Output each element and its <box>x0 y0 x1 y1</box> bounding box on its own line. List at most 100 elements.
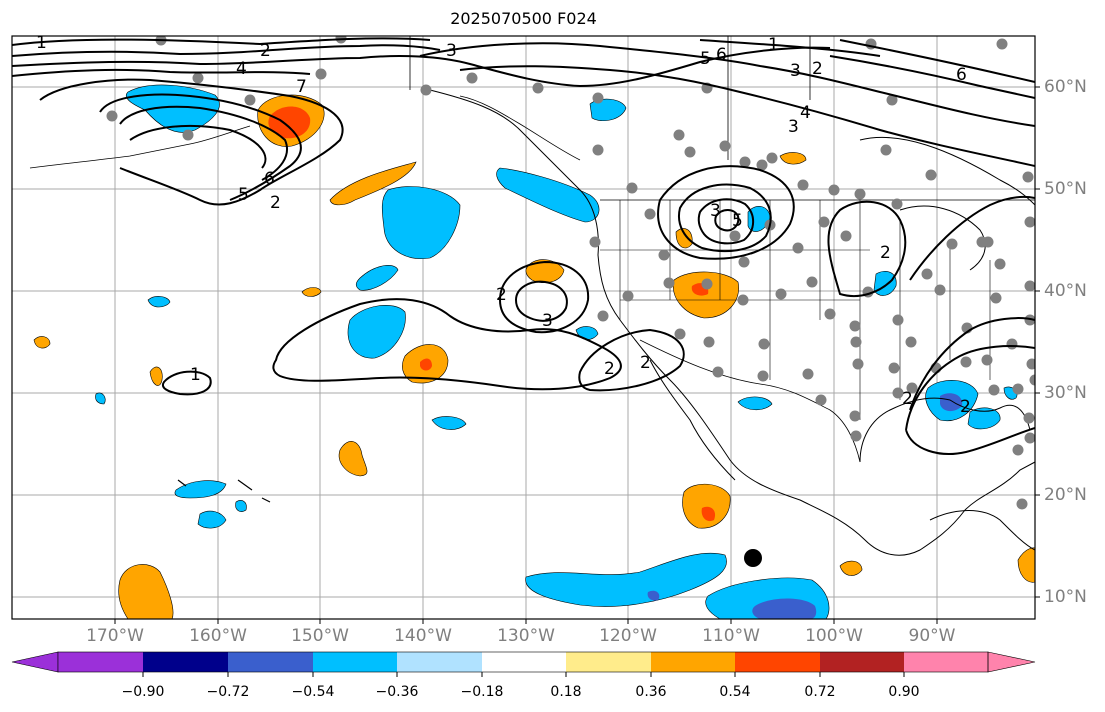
contour-label: 3 <box>790 61 801 81</box>
longitude-label: 160°W <box>189 626 247 646</box>
anomaly-positive-strong <box>420 358 432 371</box>
anomaly-negative <box>174 480 227 499</box>
colorbar-segment <box>397 652 482 672</box>
anomaly-negative <box>235 500 247 512</box>
anomaly-shading <box>33 84 1035 619</box>
longitude-label: 150°W <box>291 626 349 646</box>
contour-label: 2 <box>640 353 651 373</box>
colorbar-extend-low <box>11 651 59 673</box>
anomaly-positive-strong <box>268 106 311 139</box>
contour-label: 5 <box>700 49 711 69</box>
anomaly-negative <box>347 305 406 359</box>
colorbar-segment <box>143 652 228 672</box>
colorbar-segment <box>904 652 988 672</box>
anomaly-positive <box>839 560 863 576</box>
anomaly-negative <box>95 392 106 405</box>
colorbar-segment <box>313 652 397 672</box>
position-marker <box>744 549 762 567</box>
colorbar-tick-label: −0.18 <box>460 684 504 700</box>
contour-label: 2 <box>270 193 281 213</box>
contour-label: 2 <box>812 59 823 79</box>
contour-label: 5 <box>238 185 249 205</box>
longitude-label: 130°W <box>497 626 555 646</box>
anomaly-positive <box>149 366 163 386</box>
anomaly-negative <box>873 271 897 296</box>
colorbar-segment <box>228 652 313 672</box>
anomaly-negative <box>197 510 227 529</box>
colorbar-segment <box>566 652 651 672</box>
contour-label: 2 <box>604 359 615 379</box>
contour-label: 1 <box>190 365 201 385</box>
anomaly-positive <box>118 564 174 619</box>
longitude-label: 90°W <box>908 626 956 646</box>
contour-label: 6 <box>264 169 275 189</box>
anomaly-negative <box>525 552 727 607</box>
anomaly-negative-strong <box>647 590 660 601</box>
colorbar-tick-label: 0.18 <box>550 684 582 700</box>
station-markers <box>106 36 1035 510</box>
contour-label: 4 <box>236 59 247 79</box>
contour-label: 3 <box>710 201 721 221</box>
colorbar-frame <box>57 651 989 673</box>
contour-label: 2 <box>880 243 891 263</box>
anomaly-negative <box>496 167 600 223</box>
contour-label: 5 <box>732 211 743 231</box>
colorbar-segment <box>735 652 820 672</box>
contour-label: 6 <box>716 45 727 65</box>
anomaly-positive <box>329 161 417 206</box>
axis-ticks <box>114 86 1040 624</box>
colorbar-extend-high <box>987 651 1036 673</box>
contour-label: 3 <box>788 117 799 137</box>
anomaly-positive <box>682 483 731 529</box>
anomaly-positive <box>525 259 565 283</box>
anomaly-negative <box>381 186 461 259</box>
anomaly-positive <box>1017 547 1035 583</box>
longitude-label: 110°W <box>702 626 760 646</box>
colorbar-tick-label: −0.90 <box>121 684 165 700</box>
colorbar-segment <box>820 652 904 672</box>
contour-label: 6 <box>956 65 967 85</box>
colorbar-tick-label: 0.72 <box>804 684 836 700</box>
anomaly-positive <box>675 228 693 249</box>
anomaly-positive <box>33 336 51 349</box>
anomaly-positive <box>301 287 322 297</box>
map-frame <box>11 35 1036 620</box>
longitude-label: 100°W <box>805 626 863 646</box>
anomaly-positive <box>338 441 368 477</box>
latitude-label: 10°N <box>1044 587 1087 607</box>
colorbar-segment <box>482 652 566 672</box>
contour-label: 1 <box>36 33 47 53</box>
anomaly-negative <box>737 396 773 411</box>
colorbar-segment <box>58 652 143 672</box>
anomaly-positive <box>673 271 739 319</box>
colorbar-tick-label: −0.72 <box>206 684 250 700</box>
colorbar-segment <box>651 652 735 672</box>
anomaly-negative <box>431 416 467 430</box>
anomaly-negative <box>147 296 171 308</box>
contour-label: 4 <box>800 103 811 123</box>
colorbar-tick-label: 0.36 <box>635 684 667 700</box>
colorbar-tick-label: 0.54 <box>719 684 751 700</box>
contour-labels: 1 2 3 4 5 6 7 1 2 3 5 6 2 3 6 5 4 2 3 2 … <box>36 33 971 417</box>
anomaly-positive-strong <box>701 506 716 522</box>
colorbar-tick-label: −0.36 <box>375 684 419 700</box>
contour-label: 1 <box>768 35 779 55</box>
anomaly-positive <box>779 152 807 165</box>
longitude-label: 140°W <box>394 626 452 646</box>
contour-label: 2 <box>260 41 271 61</box>
anomaly-negative-strong <box>940 393 963 412</box>
latitude-label: 20°N <box>1044 485 1087 505</box>
latitude-label: 40°N <box>1044 281 1087 301</box>
colorbar-tick-label: 0.90 <box>888 684 920 700</box>
longitude-label: 120°W <box>599 626 657 646</box>
colorbar <box>11 651 1036 677</box>
contour-label: 2 <box>902 389 913 409</box>
contour-label: 3 <box>542 311 553 331</box>
contour-label: 7 <box>296 77 307 97</box>
colorbar-tick-label: −0.54 <box>291 684 335 700</box>
map-title: 2025070500 F024 <box>450 9 597 28</box>
contour-label: 2 <box>496 285 507 305</box>
latitude-label: 60°N <box>1044 77 1087 97</box>
anomaly-negative <box>355 265 399 291</box>
